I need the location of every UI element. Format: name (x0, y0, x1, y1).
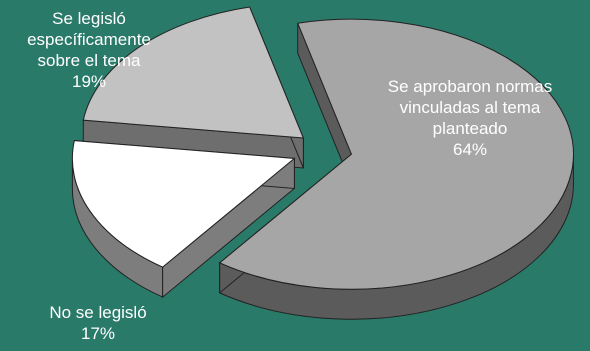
pie-slice (218, 18, 574, 290)
slice-label-line: vinculadas al tema (399, 98, 541, 117)
slice-label-no-legislo: No se legisló 17% (18, 302, 178, 344)
slice-label-line: Se legisló (52, 9, 126, 28)
slice-label-aprobaron: Se aprobaron normas vinculadas al tema p… (365, 76, 575, 160)
slice-label-line: sobre el tema (37, 51, 141, 70)
slice-label-line: específicamente (27, 30, 151, 49)
slice-value-label: 17% (80, 324, 116, 343)
slice-value-label: 64% (452, 140, 488, 159)
slice-label-line: No se legisló (49, 303, 147, 322)
slice-label-line: Se aprobaron normas (387, 77, 553, 96)
pie-slice (82, 6, 305, 139)
slice-label-line: planteado (432, 119, 508, 138)
pie-slice-group (71, 140, 296, 299)
slice-label-legislo: Se legisló específicamente sobre el tema… (0, 8, 178, 92)
slice-value-label: 19% (71, 72, 107, 91)
pie-slice-group (218, 18, 574, 320)
pie-slice (71, 140, 296, 268)
